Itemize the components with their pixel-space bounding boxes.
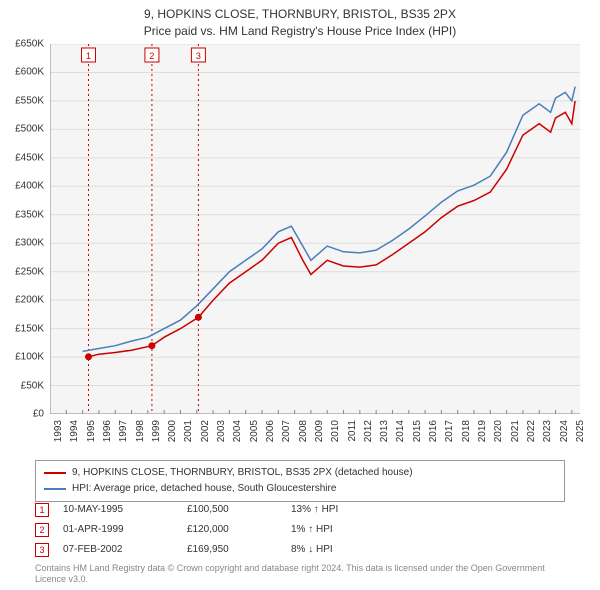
- event-date: 01-APR-1999: [63, 520, 173, 540]
- chart-titles: 9, HOPKINS CLOSE, THORNBURY, BRISTOL, BS…: [0, 0, 600, 40]
- y-tick-label: £400K: [15, 181, 44, 192]
- x-tick-label: 1995: [86, 420, 97, 442]
- x-tick-label: 2011: [347, 420, 358, 442]
- legend-label-hpi: HPI: Average price, detached house, Sout…: [72, 481, 336, 497]
- svg-text:2: 2: [149, 51, 154, 61]
- legend-row: 9, HOPKINS CLOSE, THORNBURY, BRISTOL, BS…: [44, 465, 556, 481]
- x-tick-label: 2025: [575, 420, 586, 442]
- y-tick-label: £300K: [15, 238, 44, 249]
- x-tick-label: 2000: [167, 420, 178, 442]
- x-tick-label: 2024: [559, 420, 570, 442]
- event-date: 10-MAY-1995: [63, 500, 173, 520]
- chart-title-line1: 9, HOPKINS CLOSE, THORNBURY, BRISTOL, BS…: [0, 6, 600, 23]
- x-tick-label: 2023: [542, 420, 553, 442]
- event-marker-icon: 1: [35, 503, 49, 517]
- x-axis-labels: 1993 1994 1995 1996 1997 1998 1999 2000 2001 2002…: [50, 418, 580, 458]
- event-change: 13% ↑ HPI: [291, 500, 338, 520]
- event-row: 1 10-MAY-1995 £100,500 13% ↑ HPI: [35, 500, 565, 520]
- x-tick-label: 2015: [412, 420, 423, 442]
- x-tick-label: 1994: [69, 420, 80, 442]
- legend-label-price: 9, HOPKINS CLOSE, THORNBURY, BRISTOL, BS…: [72, 465, 413, 481]
- event-row: 2 01-APR-1999 £120,000 1% ↑ HPI: [35, 520, 565, 540]
- event-change: 1% ↑ HPI: [291, 520, 333, 540]
- x-tick-label: 2006: [265, 420, 276, 442]
- attribution-text: Contains HM Land Registry data © Crown c…: [35, 563, 565, 586]
- x-tick-label: 2003: [216, 420, 227, 442]
- legend-swatch-price: [44, 472, 66, 474]
- event-price: £169,950: [187, 540, 277, 560]
- y-tick-label: £0: [33, 409, 44, 420]
- y-tick-label: £150K: [15, 323, 44, 334]
- x-tick-label: 2021: [510, 420, 521, 442]
- event-date: 07-FEB-2002: [63, 540, 173, 560]
- event-table: 1 10-MAY-1995 £100,500 13% ↑ HPI 2 01-APR-199…: [35, 500, 565, 560]
- x-tick-label: 2008: [298, 420, 309, 442]
- chart-title-line2: Price paid vs. HM Land Registry's House …: [0, 23, 600, 40]
- x-tick-label: 2016: [428, 420, 439, 442]
- legend: 9, HOPKINS CLOSE, THORNBURY, BRISTOL, BS…: [35, 460, 565, 502]
- x-tick-label: 1999: [151, 420, 162, 442]
- x-tick-label: 1996: [102, 420, 113, 442]
- y-tick-label: £200K: [15, 295, 44, 306]
- x-tick-label: 2010: [330, 420, 341, 442]
- x-tick-label: 2012: [363, 420, 374, 442]
- x-tick-label: 2019: [477, 420, 488, 442]
- svg-text:1: 1: [86, 51, 91, 61]
- x-tick-label: 2018: [461, 420, 472, 442]
- event-price: £120,000: [187, 520, 277, 540]
- y-axis-labels: £0£50K£100K£150K£200K£250K£300K£350K£400…: [0, 44, 48, 414]
- x-tick-label: 2020: [493, 420, 504, 442]
- event-row: 3 07-FEB-2002 £169,950 8% ↓ HPI: [35, 540, 565, 560]
- y-tick-label: £650K: [15, 39, 44, 50]
- y-tick-label: £50K: [21, 380, 44, 391]
- x-tick-label: 2022: [526, 420, 537, 442]
- legend-row: HPI: Average price, detached house, Sout…: [44, 481, 556, 497]
- y-tick-label: £250K: [15, 266, 44, 277]
- x-tick-label: 2017: [444, 420, 455, 442]
- x-tick-label: 2004: [232, 420, 243, 442]
- x-tick-label: 2005: [249, 420, 260, 442]
- y-tick-label: £550K: [15, 95, 44, 106]
- event-marker-icon: 3: [35, 543, 49, 557]
- x-tick-label: 1997: [118, 420, 129, 442]
- x-tick-label: 2013: [379, 420, 390, 442]
- x-tick-label: 2002: [200, 420, 211, 442]
- y-tick-label: £450K: [15, 152, 44, 163]
- event-price: £100,500: [187, 500, 277, 520]
- y-tick-label: £500K: [15, 124, 44, 135]
- x-tick-label: 2014: [395, 420, 406, 442]
- chart-container: 9, HOPKINS CLOSE, THORNBURY, BRISTOL, BS…: [0, 0, 600, 590]
- x-tick-label: 2007: [281, 420, 292, 442]
- svg-text:3: 3: [196, 51, 201, 61]
- event-change: 8% ↓ HPI: [291, 540, 333, 560]
- x-tick-label: 1998: [135, 420, 146, 442]
- x-tick-label: 2009: [314, 420, 325, 442]
- x-tick-label: 2001: [183, 420, 194, 442]
- chart-svg: 1 2 3: [50, 44, 580, 414]
- event-marker-icon: 2: [35, 523, 49, 537]
- plot-area: 1 2 3: [50, 44, 580, 414]
- x-tick-label: 1993: [53, 420, 64, 442]
- y-tick-label: £100K: [15, 352, 44, 363]
- y-tick-label: £350K: [15, 209, 44, 220]
- legend-swatch-hpi: [44, 488, 66, 490]
- y-tick-label: £600K: [15, 67, 44, 78]
